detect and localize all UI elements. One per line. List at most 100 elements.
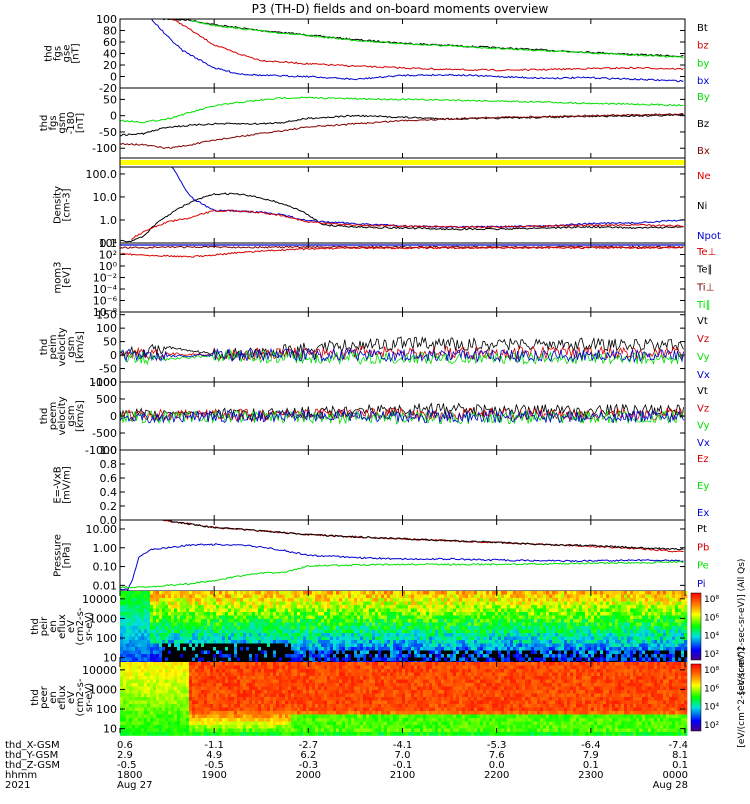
spectrogram-cell (318, 609, 321, 613)
spectrogram-cell (543, 605, 546, 609)
spectrogram-cell (159, 697, 162, 701)
spectrogram-cell (150, 623, 153, 627)
spectrogram-cell (444, 612, 447, 616)
spectrogram-cell (270, 616, 273, 620)
spectrogram-cell (135, 616, 138, 620)
spectrogram-cell (543, 598, 546, 602)
spectrogram-cell (450, 605, 453, 609)
spectrogram-cell (258, 598, 261, 602)
spectrogram-cell (162, 673, 165, 677)
spectrogram-cell (594, 598, 597, 602)
spectrogram-cell (459, 609, 462, 613)
spectrogram-cell (645, 616, 648, 620)
spectrogram-cell (453, 602, 456, 606)
spectrogram-cell (561, 623, 564, 627)
spectrogram-cell (195, 711, 198, 715)
spectrogram-cell (264, 651, 267, 655)
spectrogram-cell (177, 718, 180, 722)
spectrogram-cell (237, 612, 240, 616)
spectrogram-cell (456, 602, 459, 606)
spectrogram-cell (381, 647, 384, 651)
spectrogram-cell (183, 690, 186, 694)
spectrogram-cell (123, 683, 126, 687)
spectrogram-cell (609, 598, 612, 602)
spectrogram-cell (153, 598, 156, 602)
spectrogram-cell (159, 725, 162, 729)
spectrogram-cell (621, 654, 624, 658)
spectrogram-cell (429, 605, 432, 609)
spectrogram-cell (468, 612, 471, 616)
spectrogram-cell (633, 598, 636, 602)
spectrogram-cell (165, 676, 168, 680)
spectrogram-cell (489, 647, 492, 651)
spectrogram-cell (234, 605, 237, 609)
spectrogram-cell (171, 708, 174, 712)
spectrogram-cell (507, 644, 510, 648)
spectrogram-cell (567, 595, 570, 599)
legend-te⊥: Te⊥ (696, 247, 716, 258)
spectrogram-cell (666, 637, 669, 641)
spectrogram-cell (417, 637, 420, 641)
spectrogram-cell (363, 616, 366, 620)
spectrogram-cell (438, 612, 441, 616)
spectrogram-cell (435, 633, 438, 637)
spectrogram-cell (654, 623, 657, 627)
spectrogram-cell (279, 616, 282, 620)
spectrogram-cell (360, 619, 363, 623)
spectrogram-cell (351, 595, 354, 599)
spectrogram-cell (282, 612, 285, 616)
spectrogram-cell (231, 658, 234, 662)
spectrogram-cell (645, 644, 648, 648)
spectrogram-cell (429, 654, 432, 658)
spectrogram-cell (189, 662, 192, 666)
spectrogram-cell (120, 609, 123, 613)
spectrogram-cell (183, 640, 186, 644)
spectrogram-cell (510, 595, 513, 599)
spectrogram-cell (324, 623, 327, 627)
spectrogram-cell (351, 626, 354, 630)
spectrogram-cell (345, 612, 348, 616)
spectrogram-cell (192, 591, 195, 595)
spectrogram-cell (276, 591, 279, 595)
spectrogram-cell (462, 619, 465, 623)
spectrogram-cell (186, 718, 189, 722)
spectrogram-cell (501, 637, 504, 641)
spectrogram-cell (429, 644, 432, 648)
spectrogram-cell (567, 598, 570, 602)
spectrogram-cell (150, 651, 153, 655)
spectrogram-cell (123, 676, 126, 680)
spectrogram-cell (177, 694, 180, 698)
spectrogram-cell (351, 633, 354, 637)
spectrogram-cell (198, 662, 201, 666)
spectrogram-cell (363, 651, 366, 655)
spectrogram-cell (171, 715, 174, 719)
spectrogram-cell (297, 658, 300, 662)
spectrogram-cell (474, 637, 477, 641)
spectrogram-cell (342, 616, 345, 620)
spectrogram-cell (633, 630, 636, 634)
spectrogram-cell (120, 676, 123, 680)
spectrogram-cell (468, 658, 471, 662)
spectrogram-cell (249, 651, 252, 655)
spectrogram-cell (633, 605, 636, 609)
spectrogram-cell (633, 658, 636, 662)
spectrogram-cell (471, 609, 474, 613)
spectrogram-cell (669, 605, 672, 609)
spectrogram-cell (264, 633, 267, 637)
spectrogram-cell (531, 658, 534, 662)
spectrogram-cell (174, 602, 177, 606)
spectrogram-cell (579, 630, 582, 634)
spectrogram-cell (150, 630, 153, 634)
spectrogram-cell (639, 633, 642, 637)
spectrogram-cell (441, 612, 444, 616)
spectrogram-cell (633, 637, 636, 641)
spectrogram-cell (318, 637, 321, 641)
spectrogram-cell (204, 732, 207, 736)
spectrogram-cell (270, 651, 273, 655)
spectrogram-cell (222, 651, 225, 655)
spectrogram-cell (186, 616, 189, 620)
spectrogram-cell (219, 640, 222, 644)
spectrogram-cell (207, 651, 210, 655)
spectrogram-cell (396, 605, 399, 609)
spectrogram-cell (147, 666, 150, 670)
